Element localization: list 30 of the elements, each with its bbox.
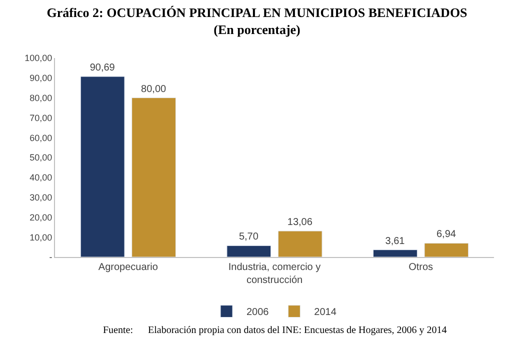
data-label: 5,70	[238, 232, 259, 243]
bar	[132, 98, 176, 257]
y-tick-label: 50,00	[30, 152, 52, 163]
bar	[80, 76, 125, 257]
y-tick-label: 20,00	[30, 212, 52, 222]
source-note: Fuente: Elaboración propia con datos del INE: Encuestas de Hogares, 2006 y 2014	[103, 325, 447, 336]
legend-label: 2014	[314, 307, 337, 318]
x-tick-label: Industria, comercio y construcción	[228, 262, 321, 286]
bar	[226, 245, 272, 257]
data-label: 6,94	[436, 229, 456, 240]
x-tick-label: Agropecuario	[98, 262, 158, 273]
legend-label: 2006	[246, 307, 270, 318]
data-label: 13,06	[287, 217, 313, 228]
y-tick-label: 60,00	[30, 132, 52, 143]
bar	[278, 230, 322, 257]
y-tick-label: 30,00	[30, 192, 52, 202]
y-tick-label: 10,00	[30, 232, 52, 242]
data-label: 90,69	[90, 62, 116, 74]
y-tick-label: 40,00	[30, 172, 52, 183]
chart-title: Gráfico 2: OCUPACIÓN PRINCIPAL EN MUNICIPIOS BENEFICIADOS (En porcentaje)	[46, 5, 468, 37]
y-tick-label: 80,00	[30, 92, 52, 103]
data-label: 3,61	[385, 236, 406, 247]
y-tick-label: 90,00	[30, 73, 52, 84]
y-tick-label: 100,00	[24, 53, 52, 64]
bar	[424, 242, 469, 257]
bar	[373, 250, 418, 257]
y-tick-label: -	[49, 252, 52, 262]
y-tick-label: 70,00	[30, 112, 52, 123]
x-tick-label: Otros	[408, 262, 434, 273]
data-label: 80,00	[141, 84, 167, 95]
